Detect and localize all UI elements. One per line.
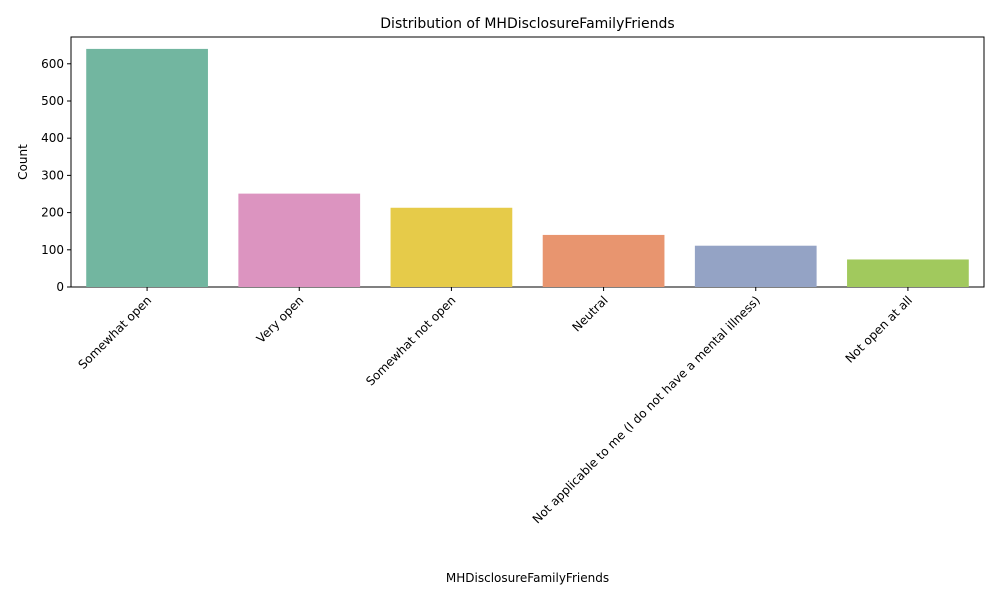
x-tick-label-1: Very open	[254, 293, 307, 346]
y-tick-label-3: 300	[41, 168, 64, 182]
plot-area	[70, 36, 985, 288]
bar-3	[542, 234, 665, 287]
bar-0	[86, 48, 208, 288]
bar-2	[390, 207, 513, 287]
x-tick-label-2: Somewhat not open	[363, 293, 458, 388]
x-tick-label-5: Not open at all	[843, 293, 915, 365]
bar-4	[694, 245, 817, 287]
x-tick-label-3: Neutral	[569, 293, 610, 334]
y-tick-label-5: 500	[41, 94, 64, 108]
y-axis: 0 100 200 300 400 500 600	[41, 57, 71, 294]
x-axis-title: MHDisclosureFamilyFriends	[446, 571, 609, 585]
chart-title: Distribution of MHDisclosureFamilyFriend…	[380, 16, 674, 32]
bars-group	[86, 48, 969, 288]
y-tick-label-0: 0	[56, 280, 64, 294]
y-tick-label-1: 100	[41, 243, 64, 257]
y-axis-title: Count	[16, 144, 30, 180]
x-axis: Somewhat open Very open Somewhat not open N…	[76, 287, 915, 526]
y-tick-label-4: 400	[41, 131, 64, 145]
y-tick-label-6: 600	[41, 57, 64, 71]
y-tick-label-2: 200	[41, 206, 64, 220]
bar-1	[238, 193, 361, 287]
x-tick-label-0: Somewhat open	[76, 293, 155, 372]
bar-5	[847, 259, 969, 287]
x-tick-label-4: Not applicable to me (I do not have a me…	[530, 293, 763, 526]
